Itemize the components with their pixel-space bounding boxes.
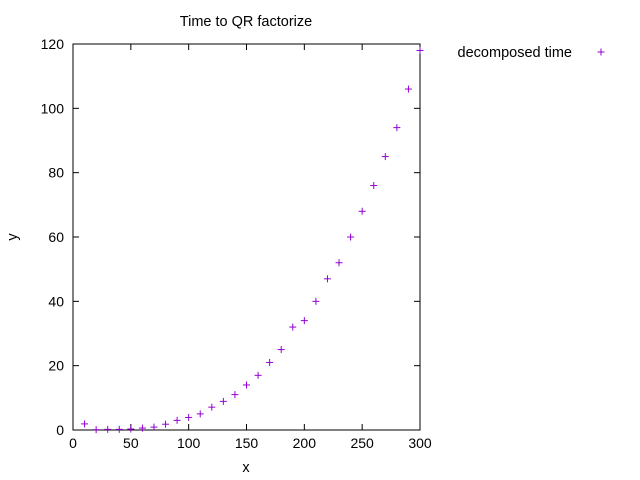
data-point — [289, 323, 297, 331]
data-point — [404, 85, 412, 93]
data-point — [196, 410, 204, 418]
y-tick-label: 40 — [48, 293, 64, 309]
x-tick-label: 0 — [69, 435, 77, 451]
data-point — [347, 233, 355, 241]
data-point — [277, 346, 285, 354]
data-point — [370, 182, 378, 190]
data-point — [185, 413, 193, 421]
x-tick-label: 50 — [123, 435, 139, 451]
legend-marker — [597, 48, 605, 56]
data-point — [416, 46, 424, 54]
x-tick-label: 250 — [350, 435, 374, 451]
data-point — [335, 259, 343, 267]
y-tick-label: 60 — [48, 229, 64, 245]
data-point — [115, 425, 123, 433]
data-point — [266, 358, 274, 366]
x-tick-label: 100 — [177, 435, 201, 451]
data-point — [312, 297, 320, 305]
data-point — [150, 423, 158, 431]
data-point — [381, 153, 389, 161]
data-point — [138, 424, 146, 432]
data-point — [254, 371, 262, 379]
data-points — [81, 46, 424, 434]
x-axis-ticks: 0 50 100 150 200 250 300 — [69, 44, 432, 451]
data-point — [358, 207, 366, 215]
data-point — [104, 425, 112, 433]
y-axis-label: y — [5, 233, 21, 241]
data-point — [208, 403, 216, 411]
data-point — [323, 275, 331, 283]
data-point — [162, 420, 170, 428]
data-point — [127, 425, 135, 433]
y-tick-label: 80 — [48, 165, 64, 181]
y-tick-label: 120 — [41, 36, 65, 52]
data-point — [173, 416, 181, 424]
chart-title: Time to QR factorize — [180, 14, 312, 30]
axes — [72, 43, 421, 431]
data-point — [393, 124, 401, 132]
x-tick-label: 200 — [293, 435, 317, 451]
y-tick-label: 20 — [48, 358, 64, 374]
data-point — [219, 397, 227, 405]
y-tick-label: 0 — [56, 422, 64, 438]
legend: decomposed time — [458, 45, 605, 61]
data-point — [81, 420, 89, 428]
data-point — [300, 317, 308, 325]
y-tick-label: 100 — [41, 100, 65, 116]
x-tick-label: 150 — [235, 435, 259, 451]
data-point — [231, 391, 239, 399]
data-point — [243, 381, 250, 389]
y-axis-ticks: 0 20 40 60 80 100 120 — [41, 36, 420, 438]
x-tick-label: 300 — [408, 435, 432, 451]
legend-label: decomposed time — [458, 45, 572, 61]
legend-marker-plus — [597, 48, 605, 56]
plot-frame — [72, 43, 421, 431]
data-point — [92, 426, 100, 434]
x-axis-label: x — [242, 460, 250, 476]
